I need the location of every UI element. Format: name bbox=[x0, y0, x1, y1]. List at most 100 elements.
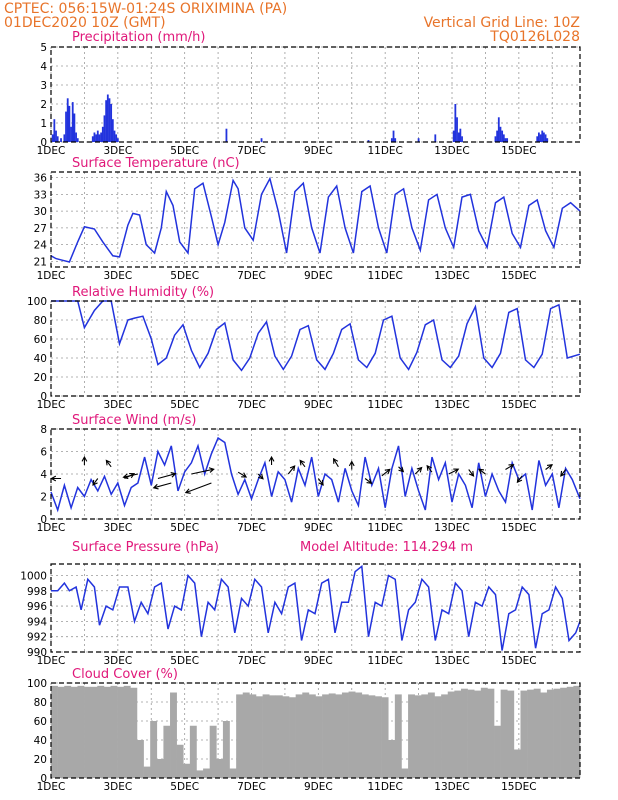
cloud-bar bbox=[454, 690, 462, 778]
header-model-code: TQ0126L028 bbox=[489, 29, 580, 45]
panel-6: 0 20 40 60 80 100 1DEC 3DEC 5DEC 7DEC 9DEC 11DEC 13D… bbox=[27, 667, 581, 793]
cloud-bar bbox=[57, 686, 65, 778]
x-tick-label: 3DEC bbox=[103, 655, 132, 667]
precip-bar bbox=[71, 102, 74, 142]
precip-bar bbox=[51, 134, 54, 142]
precip-bar bbox=[111, 119, 114, 142]
y-tick-label: 80 bbox=[34, 315, 47, 327]
y-tick-label: 20 bbox=[34, 372, 47, 384]
cloud-bar bbox=[117, 686, 125, 778]
wind-arrow bbox=[545, 464, 553, 470]
wind-arrow bbox=[191, 467, 215, 475]
x-tick-label: 13DEC bbox=[434, 399, 469, 411]
cloud-bar bbox=[566, 686, 574, 778]
precip-bar bbox=[496, 130, 499, 142]
cloud-bar bbox=[176, 744, 184, 778]
cloud-bar bbox=[189, 725, 197, 778]
x-tick-label: 15DEC bbox=[501, 145, 536, 157]
wind-arrow bbox=[317, 478, 324, 486]
y-tick-label: 20 bbox=[34, 754, 47, 766]
precip-bar bbox=[461, 136, 463, 142]
panel-title: Surface Wind (m/s) bbox=[72, 413, 196, 428]
series-line bbox=[50, 176, 581, 263]
panels: 0 1 2 3 4 5 1DEC 3DEC 5DEC 7DEC 9DEC 11DEC 13DEC 15DE… bbox=[20, 30, 581, 793]
precip-bar bbox=[452, 130, 455, 142]
wind-arrow bbox=[122, 473, 139, 480]
precip-bar bbox=[506, 138, 509, 142]
panel-title: Cloud Cover (%) bbox=[72, 667, 178, 682]
precip-bar bbox=[68, 105, 71, 142]
plot-frame bbox=[50, 300, 581, 397]
header-date: 01DEC2020 10Z (GMT) bbox=[4, 15, 166, 31]
cloud-bar bbox=[70, 686, 78, 778]
x-tick-label: 5DEC bbox=[170, 522, 199, 534]
precip-bar bbox=[70, 126, 72, 142]
cloud-bar bbox=[361, 694, 369, 778]
precip-bar bbox=[65, 111, 67, 142]
precip-bar bbox=[541, 130, 544, 142]
cloud-bar bbox=[64, 685, 72, 778]
y-tick-label: 3 bbox=[40, 80, 47, 92]
y-tick-label: 5 bbox=[40, 42, 47, 54]
cloud-bar bbox=[553, 688, 561, 778]
wind-arrow bbox=[184, 482, 212, 494]
cloud-bar bbox=[573, 685, 581, 778]
x-tick-label: 13DEC bbox=[434, 781, 469, 793]
precip-bar bbox=[115, 134, 118, 142]
precip-bar bbox=[459, 128, 462, 142]
header-station: CPTEC: 056:15W-01:24S ORIXIMINA (PA) bbox=[4, 1, 287, 17]
cloud-bar bbox=[216, 759, 224, 778]
x-tick-label: 13DEC bbox=[434, 522, 469, 534]
precip-bar bbox=[225, 128, 228, 142]
x-tick-label: 15DEC bbox=[501, 522, 536, 534]
x-tick-label: 15DEC bbox=[501, 781, 536, 793]
y-tick-label: 1000 bbox=[20, 570, 47, 582]
cloud-bar bbox=[315, 696, 323, 778]
precip-bar bbox=[543, 132, 545, 142]
y-tick-label: 1 bbox=[40, 118, 47, 130]
plot-frame bbox=[50, 171, 581, 268]
x-tick-label: 11DEC bbox=[367, 781, 402, 793]
x-tick-label: 5DEC bbox=[170, 270, 199, 282]
y-tick-label: 8 bbox=[40, 424, 47, 436]
wind-arrow bbox=[50, 475, 62, 482]
x-tick-label: 7DEC bbox=[237, 270, 266, 282]
cloud-bar bbox=[388, 740, 396, 778]
precip-bar bbox=[502, 134, 505, 142]
x-tick-label: 5DEC bbox=[170, 399, 199, 411]
cloud-bar bbox=[533, 688, 541, 778]
precip-bar bbox=[76, 138, 79, 142]
precip-bar bbox=[546, 138, 549, 142]
x-tick-label: 13DEC bbox=[434, 270, 469, 282]
y-tick-label: 40 bbox=[34, 353, 47, 365]
cloud-bar bbox=[408, 694, 415, 778]
cloud-bar bbox=[527, 689, 535, 778]
x-tick-label: 3DEC bbox=[103, 145, 132, 157]
cloud-bar bbox=[136, 740, 144, 778]
wind-arrow bbox=[257, 473, 264, 480]
precip-bar bbox=[494, 136, 497, 142]
cloud-bar bbox=[170, 692, 177, 778]
cloud-bar bbox=[467, 689, 475, 778]
plot-frame bbox=[50, 682, 581, 779]
x-tick-label: 5DEC bbox=[170, 781, 199, 793]
panel-title: Relative Humidity (%) bbox=[72, 285, 214, 300]
y-tick-label: 27 bbox=[34, 223, 47, 235]
cloud-bar bbox=[401, 768, 409, 778]
cloud-bar bbox=[540, 692, 548, 778]
y-tick-label: 60 bbox=[34, 716, 47, 728]
cloud-bar bbox=[500, 689, 508, 778]
precip-bar bbox=[63, 134, 66, 142]
precip-bar bbox=[539, 134, 542, 142]
series-line bbox=[50, 436, 581, 513]
x-tick-label: 7DEC bbox=[237, 522, 266, 534]
wind-arrow bbox=[516, 475, 523, 484]
wind-arrow bbox=[152, 482, 172, 490]
cloud-bar bbox=[427, 692, 435, 778]
x-tick-label: 9DEC bbox=[304, 655, 333, 667]
cloud-bar bbox=[156, 759, 164, 778]
precip-bar bbox=[55, 130, 57, 142]
y-tick-label: 21 bbox=[34, 256, 47, 268]
panel-title: Surface Temperature (nC) bbox=[72, 156, 240, 171]
panel-3: 0 20 40 60 80 100 1DEC 3DEC 5DEC 7DEC 9DEC 11DEC 13D… bbox=[27, 285, 581, 411]
